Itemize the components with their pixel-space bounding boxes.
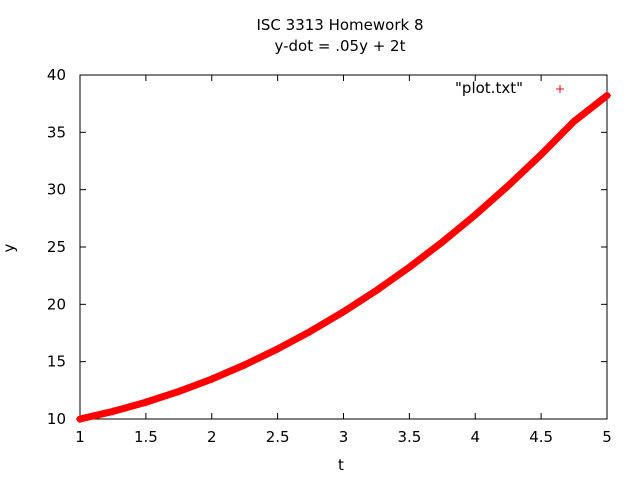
data-point — [603, 91, 611, 100]
data-point — [471, 210, 480, 219]
data-point — [141, 398, 150, 407]
y-tick-label: 40 — [47, 66, 66, 84]
data-point — [537, 150, 546, 159]
legend-label: "plot.txt" — [455, 79, 523, 97]
plot-area — [79, 74, 608, 420]
x-axis-ticks: 1 1.5 2 2.5 3 3.5 4 4.5 5 — [75, 75, 612, 446]
x-tick-label: 4.5 — [529, 428, 553, 446]
x-tick-label: 1 — [75, 428, 85, 446]
data-point — [76, 415, 84, 423]
chart-title: ISC 3313 Homework 8 — [256, 16, 423, 34]
y-tick-label: 10 — [47, 410, 66, 428]
data-point — [372, 286, 381, 295]
chart-subtitle: y-dot = .05y + 2t — [275, 37, 406, 55]
data-point — [306, 327, 315, 336]
x-axis-label: t — [338, 456, 344, 474]
legend: "plot.txt" — [455, 79, 564, 97]
data-point — [504, 181, 513, 190]
x-tick-label: 4 — [470, 428, 480, 446]
data-point — [273, 344, 282, 353]
data-point — [108, 407, 117, 416]
x-tick-label: 2 — [207, 428, 217, 446]
x-tick-label: 5 — [602, 428, 612, 446]
data-point — [339, 307, 348, 316]
data-point — [240, 360, 249, 369]
x-tick-label: 1.5 — [134, 428, 158, 446]
y-tick-label: 20 — [47, 295, 66, 313]
data-point — [438, 238, 447, 247]
x-tick-label: 3.5 — [397, 428, 421, 446]
data-series — [76, 91, 611, 423]
x-tick-label: 2.5 — [266, 428, 290, 446]
y-axis-ticks: 10 15 20 25 30 35 40 — [47, 66, 607, 428]
y-tick-label: 15 — [47, 353, 66, 371]
data-point — [405, 263, 414, 272]
data-point — [570, 117, 579, 126]
legend-marker-plus-icon — [556, 85, 564, 93]
y-axis-label: y — [0, 243, 18, 252]
data-point — [207, 375, 216, 384]
y-tick-label: 25 — [47, 238, 66, 256]
y-tick-label: 35 — [47, 123, 66, 141]
data-point — [174, 387, 183, 396]
series-line — [76, 92, 611, 423]
y-tick-label: 30 — [47, 181, 66, 199]
x-tick-label: 3 — [339, 428, 349, 446]
